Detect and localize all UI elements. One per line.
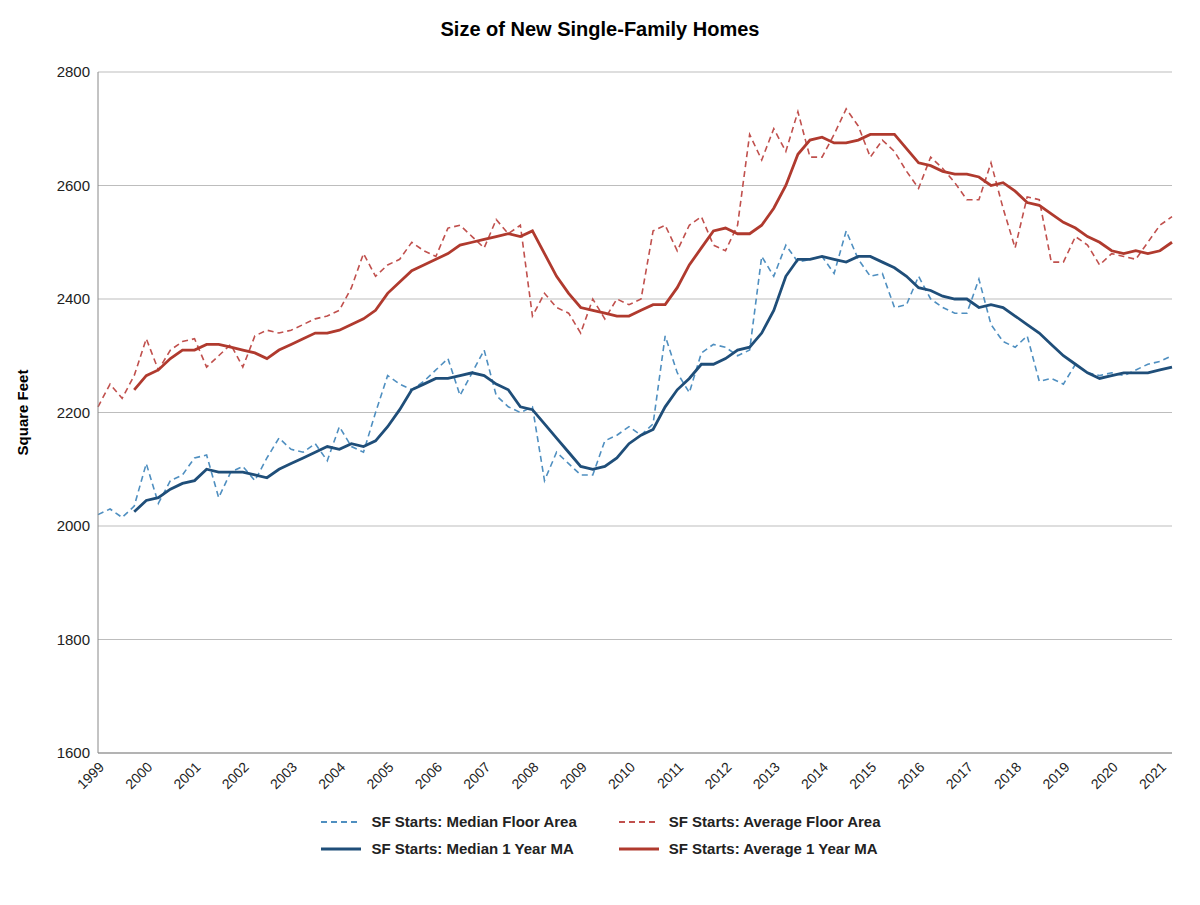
- svg-text:2005: 2005: [363, 759, 396, 792]
- svg-text:2020: 2020: [1087, 759, 1120, 792]
- svg-text:1999: 1999: [74, 759, 107, 792]
- svg-text:2011: 2011: [654, 759, 687, 792]
- svg-text:1600: 1600: [57, 744, 90, 761]
- svg-text:2200: 2200: [57, 404, 90, 421]
- svg-text:2010: 2010: [605, 759, 638, 792]
- svg-text:1800: 1800: [57, 631, 90, 648]
- svg-text:2600: 2600: [57, 177, 90, 194]
- svg-text:2000: 2000: [57, 517, 90, 534]
- svg-text:2021: 2021: [1136, 759, 1169, 792]
- svg-text:2004: 2004: [315, 759, 348, 792]
- svg-text:Square Feet: Square Feet: [14, 370, 31, 456]
- html-text:SF Starts: Median Floor Area: SF Starts: Median Floor Area: [371, 813, 577, 830]
- html-text:SF Starts: Average 1 Year MA: SF Starts: Average 1 Year MA: [668, 840, 878, 857]
- svg-text:2013: 2013: [750, 759, 783, 792]
- svg-text:2017: 2017: [943, 759, 976, 792]
- svg-text:2000: 2000: [122, 759, 155, 792]
- svg-text:2800: 2800: [57, 63, 90, 80]
- html-text:Size of New Single-Family Home: Size of New Single-Family Homes: [440, 18, 760, 40]
- html-text:SF Starts: Average Floor Area: SF Starts: Average Floor Area: [668, 813, 881, 830]
- svg-text:2007: 2007: [460, 759, 493, 792]
- svg-text:2003: 2003: [267, 759, 300, 792]
- svg-text:2009: 2009: [557, 759, 590, 792]
- svg-text:2018: 2018: [991, 759, 1024, 792]
- svg-text:2400: 2400: [57, 290, 90, 307]
- svg-text:2012: 2012: [701, 759, 734, 792]
- svg-text:2008: 2008: [508, 759, 541, 792]
- svg-text:2001: 2001: [170, 759, 203, 792]
- html-text:SF Starts: Median 1 Year MA: SF Starts: Median 1 Year MA: [371, 840, 574, 857]
- svg-text:2019: 2019: [1039, 759, 1072, 792]
- svg-text:2015: 2015: [846, 759, 879, 792]
- svg-text:2016: 2016: [894, 759, 927, 792]
- svg-text:2006: 2006: [412, 759, 445, 792]
- svg-text:2014: 2014: [798, 759, 831, 792]
- svg-text:2002: 2002: [219, 759, 252, 792]
